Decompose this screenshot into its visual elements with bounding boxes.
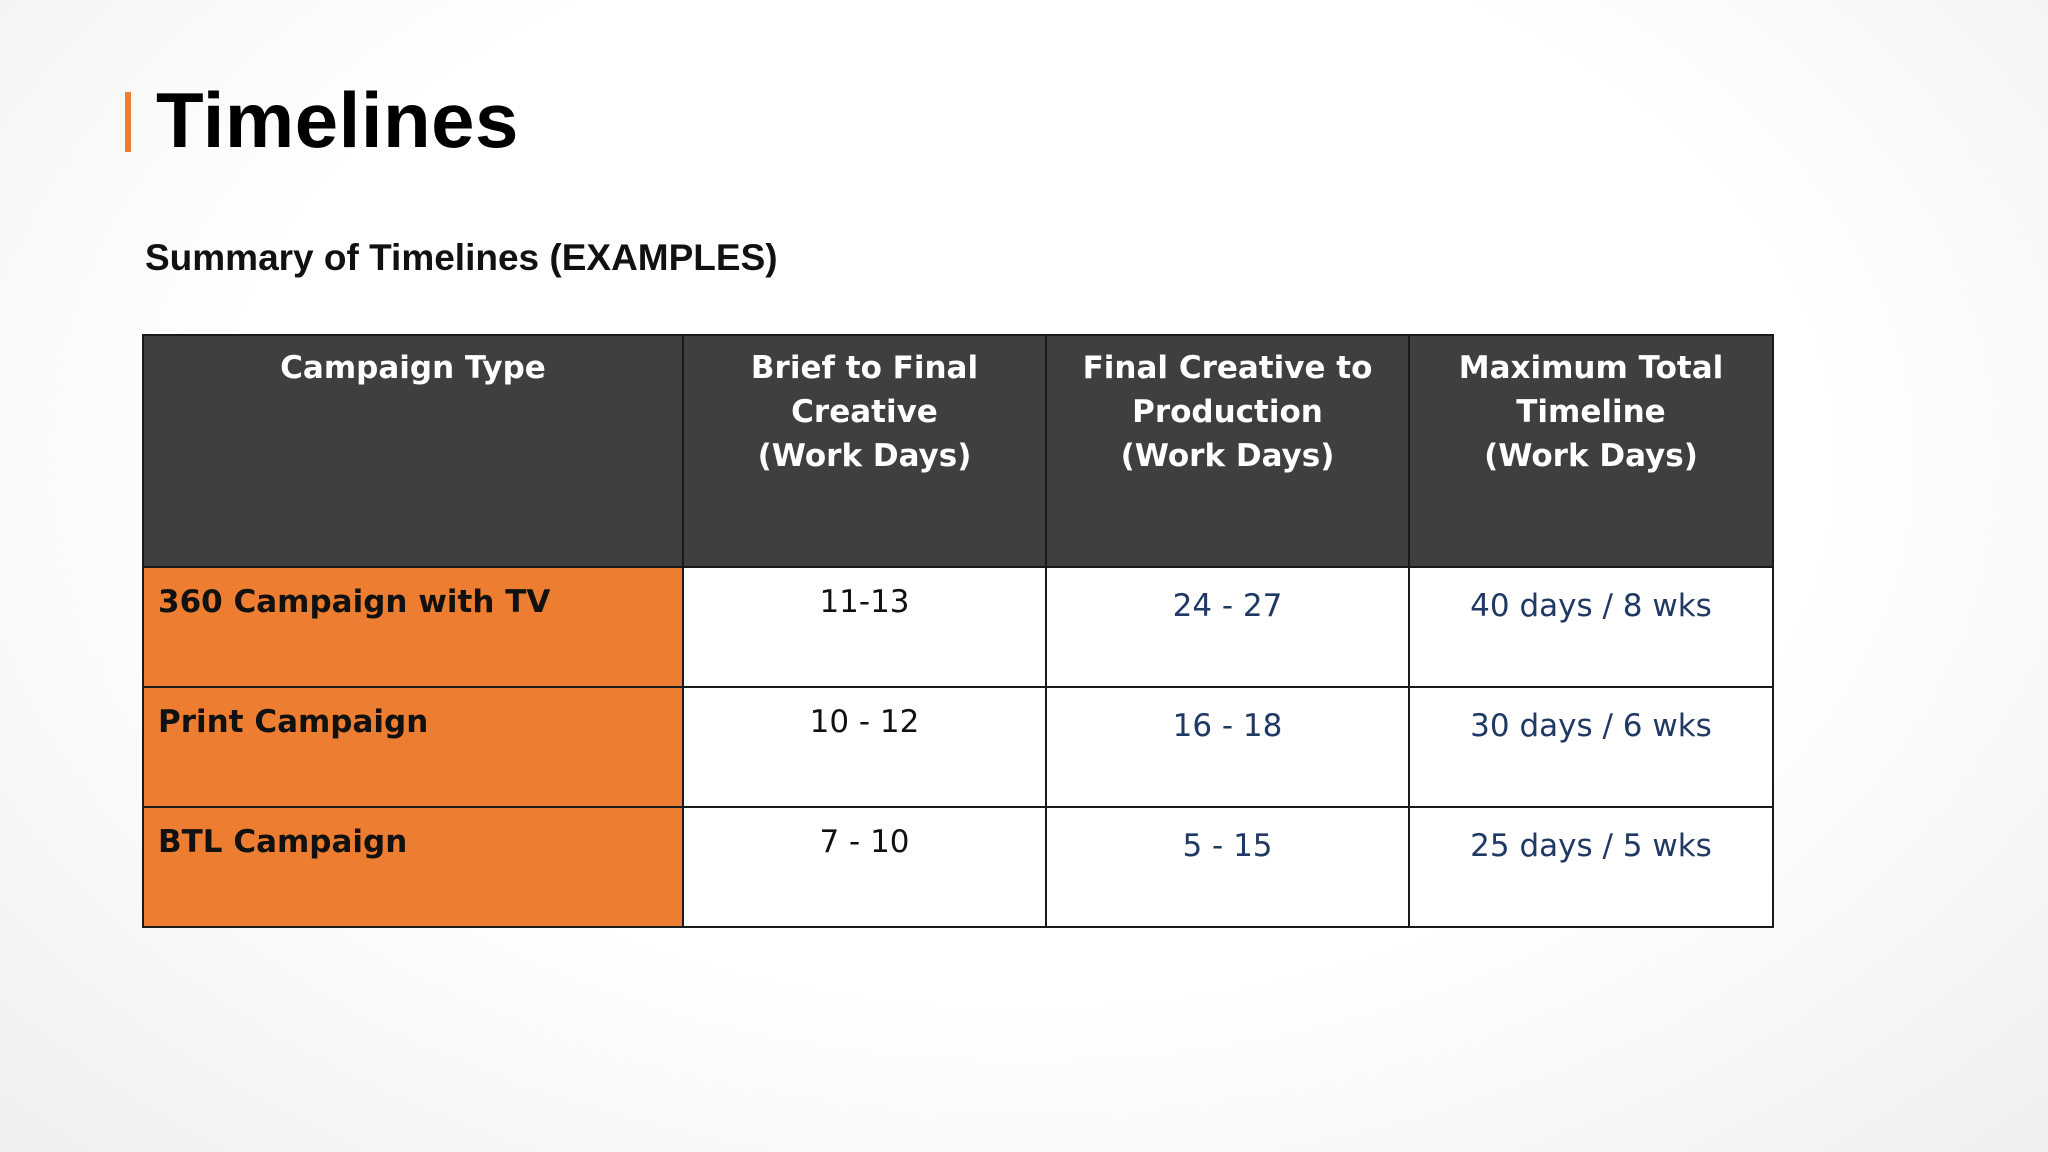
header-brief-to-final-creative: Brief to Final Creative (Work Days) xyxy=(682,334,1047,568)
timelines-table: Campaign Type Brief to Final Creative (W… xyxy=(142,334,1774,928)
table-header-row: Campaign Type Brief to Final Creative (W… xyxy=(142,334,1774,568)
header-line: (Work Days) xyxy=(1484,438,1698,474)
table-subtitle: Summary of Timelines (EXAMPLES) xyxy=(145,237,778,278)
table-row: Print Campaign 10 - 12 16 - 18 30 days /… xyxy=(142,686,1774,808)
header-final-creative-to-production: Final Creative to Production (Work Days) xyxy=(1045,334,1410,568)
slide-title: Timelines xyxy=(156,76,519,164)
header-line: Final Creative to xyxy=(1082,350,1373,386)
table-row: BTL Campaign 7 - 10 5 - 15 25 days / 5 w… xyxy=(142,806,1774,928)
header-line: (Work Days) xyxy=(1120,438,1335,474)
brief-days-cell: 10 - 12 xyxy=(682,686,1047,808)
campaign-type-cell: Print Campaign xyxy=(142,686,684,808)
campaign-type-cell: BTL Campaign xyxy=(142,806,684,928)
total-timeline-cell: 30 days / 6 wks xyxy=(1408,686,1774,808)
production-days-cell: 24 - 27 xyxy=(1045,566,1410,688)
header-line: (Work Days) xyxy=(757,438,972,474)
production-days-cell: 16 - 18 xyxy=(1045,686,1410,808)
header-line: Campaign Type xyxy=(280,350,546,386)
total-timeline-cell: 40 days / 8 wks xyxy=(1408,566,1774,688)
header-maximum-total-timeline: Maximum Total Timeline (Work Days) xyxy=(1408,334,1774,568)
production-days-cell: 5 - 15 xyxy=(1045,806,1410,928)
header-line: Maximum Total xyxy=(1458,350,1724,386)
header-line: Timeline xyxy=(1516,394,1666,430)
campaign-type-cell: 360 Campaign with TV xyxy=(142,566,684,688)
header-campaign-type: Campaign Type xyxy=(142,334,684,568)
total-timeline-cell: 25 days / 5 wks xyxy=(1408,806,1774,928)
brief-days-cell: 11-13 xyxy=(682,566,1047,688)
header-line: Brief to Final Creative xyxy=(750,350,979,430)
table-row: 360 Campaign with TV 11-13 24 - 27 40 da… xyxy=(142,566,1774,688)
header-line: Production xyxy=(1132,394,1323,430)
title-accent-bar xyxy=(125,92,131,152)
brief-days-cell: 7 - 10 xyxy=(682,806,1047,928)
